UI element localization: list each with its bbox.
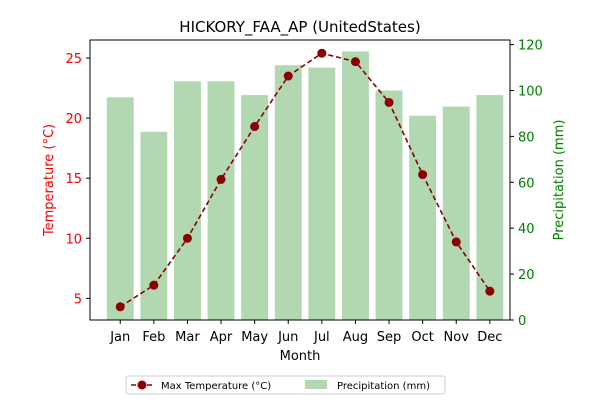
legend-label-temperature: Max Temperature (°C) (161, 381, 271, 392)
y-axis-left-label: Temperature (°C) (42, 124, 57, 237)
temp-point-jun (283, 71, 293, 81)
precip-bar-jan (106, 97, 134, 321)
precip-bar-nov (442, 106, 470, 321)
temp-point-feb (149, 280, 159, 290)
temp-point-sep (384, 97, 394, 107)
temp-point-mar (182, 233, 192, 243)
temp-point-apr (216, 174, 226, 184)
y-right-tick-label: 20 (518, 268, 535, 283)
temp-point-may (250, 122, 260, 132)
chart-title: HICKORY_FAA_AP (UnitedStates) (179, 18, 420, 37)
axes-layer: Jan Feb Mar Apr May Jun Jul Aug Sep Oct Nov Dec 5 10 1… (65, 39, 542, 345)
x-tick-label: Sep (377, 330, 402, 345)
precip-bar-jul (308, 67, 336, 320)
y-left-tick-label: 5 (74, 292, 82, 307)
legend: Max Temperature (°C) Precipitation (mm) (125, 375, 446, 395)
bars-layer (106, 51, 504, 321)
legend-box (125, 375, 446, 395)
y-axis-right-label: Precipitation (mm) (552, 120, 567, 241)
precip-bar-mar (174, 81, 201, 320)
temp-point-jul (317, 48, 327, 58)
plot-frame (89, 39, 511, 321)
precip-bar-aug (342, 51, 369, 321)
x-axis-label: Month (280, 349, 321, 364)
x-tick-label: Jan (109, 330, 130, 345)
x-tick-label: Apr (210, 330, 233, 345)
y-left-tick-label: 15 (65, 172, 82, 187)
x-tick-label: Feb (142, 330, 165, 345)
y-left-tick-label: 20 (65, 112, 82, 127)
legend-marker-swatch (137, 380, 147, 390)
precip-bar-jun (274, 65, 302, 320)
temp-point-jan (115, 302, 125, 312)
y-right-tick-label: 60 (518, 176, 535, 191)
line-layer (115, 48, 495, 312)
y-left-tick-label: 10 (65, 232, 82, 247)
temp-line (119, 52, 491, 308)
precip-bar-dec (476, 95, 504, 320)
precip-bar-apr (207, 81, 235, 320)
temp-point-dec (485, 286, 495, 296)
x-tick-label: Nov (444, 330, 470, 345)
y-left-tick-label: 25 (65, 52, 82, 67)
precip-bar-oct (409, 115, 437, 320)
y-right-tick-label: 0 (518, 314, 526, 329)
y-right-tick-label: 40 (518, 222, 535, 237)
x-tick-label: Mar (175, 330, 200, 345)
y-right-tick-label: 80 (518, 130, 535, 145)
temp-point-aug (350, 57, 360, 67)
x-tick-label: Jul (313, 330, 330, 345)
legend-label-precipitation: Precipitation (mm) (337, 381, 430, 392)
x-tick-label: Jun (277, 330, 298, 345)
legend-bar-swatch (305, 380, 327, 389)
temp-point-nov (451, 237, 461, 247)
x-tick-label: Dec (477, 330, 502, 345)
x-tick-label: Aug (343, 330, 368, 345)
precip-bar-may (241, 95, 269, 320)
y-right-tick-label: 120 (518, 39, 543, 54)
y-right-tick-label: 100 (518, 84, 543, 99)
precip-bar-sep (375, 90, 403, 320)
x-tick-label: May (241, 330, 268, 345)
x-tick-label: Oct (411, 330, 433, 345)
temp-point-oct (418, 170, 428, 180)
